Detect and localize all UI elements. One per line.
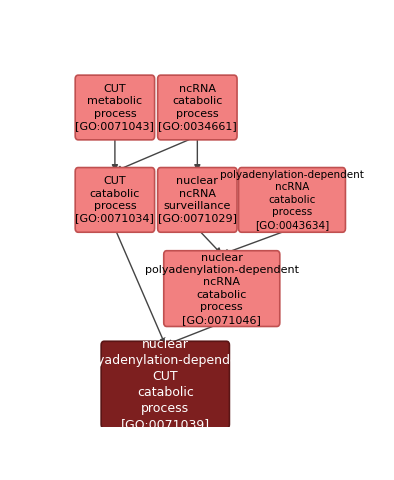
Text: ncRNA
catabolic
process
[GO:0034661]: ncRNA catabolic process [GO:0034661]: [158, 84, 237, 131]
Text: CUT
catabolic
process
[GO:0071034]: CUT catabolic process [GO:0071034]: [76, 176, 154, 224]
Text: polyadenylation-dependent
ncRNA
catabolic
process
[GO:0043634]: polyadenylation-dependent ncRNA cataboli…: [220, 170, 364, 230]
FancyBboxPatch shape: [238, 168, 346, 232]
FancyBboxPatch shape: [75, 75, 154, 140]
FancyBboxPatch shape: [75, 168, 154, 232]
Text: CUT
metabolic
process
[GO:0071043]: CUT metabolic process [GO:0071043]: [76, 84, 154, 131]
FancyBboxPatch shape: [158, 75, 237, 140]
FancyBboxPatch shape: [164, 251, 280, 326]
Text: nuclear
ncRNA
surveillance
[GO:0071029]: nuclear ncRNA surveillance [GO:0071029]: [158, 176, 237, 224]
FancyBboxPatch shape: [101, 341, 229, 428]
Text: nuclear
polyadenylation-dependent
ncRNA
catabolic
process
[GO:0071046]: nuclear polyadenylation-dependent ncRNA …: [145, 252, 299, 324]
FancyBboxPatch shape: [158, 168, 237, 232]
Text: nuclear
polyadenylation-dependent
CUT
catabolic
process
[GO:0071039]: nuclear polyadenylation-dependent CUT ca…: [79, 338, 251, 431]
